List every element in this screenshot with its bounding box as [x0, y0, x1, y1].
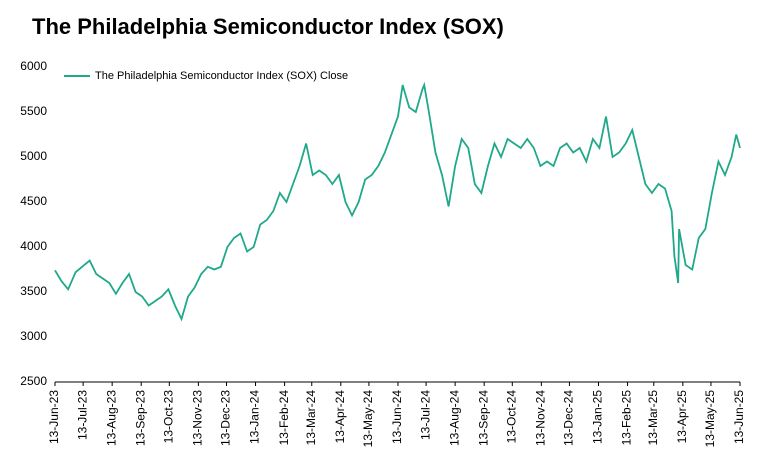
x-tick-label: 13-Jul-24 — [418, 390, 432, 440]
y-tick-label: 4000 — [20, 239, 47, 253]
x-tick-label: 13-Jun-24 — [390, 390, 404, 444]
y-tick-label: 4500 — [20, 194, 47, 208]
y-tick-label: 6000 — [20, 59, 47, 73]
chart-title: The Philadelphia Semiconductor Index (SO… — [32, 14, 504, 39]
x-tick-label: 13-Nov-23 — [191, 390, 205, 446]
x-tick-label: 13-Apr-24 — [333, 390, 347, 444]
x-tick-label: 13-Jun-25 — [732, 390, 746, 444]
y-tick-label: 5000 — [20, 149, 47, 163]
y-tick-label: 2500 — [20, 374, 47, 388]
x-tick-label: 13-Oct-24 — [504, 390, 518, 444]
x-tick-label: 13-May-24 — [361, 390, 375, 448]
x-tick-label: 13-Mar-24 — [304, 390, 318, 446]
line-series — [54, 81, 741, 322]
x-tick-label: 13-Jan-24 — [248, 390, 262, 444]
x-tick-label: 13-Nov-24 — [534, 390, 548, 446]
x-tick-label: 13-Mar-25 — [646, 390, 660, 446]
x-tick-label: 13-Feb-24 — [277, 390, 291, 446]
x-tick-label: 13-May-25 — [703, 390, 717, 448]
y-tick-label: 5500 — [20, 104, 47, 118]
y-tick-label: 3000 — [20, 329, 47, 343]
x-tick-label: 13-Sep-23 — [133, 390, 147, 446]
x-tick-label: 13-Sep-24 — [476, 390, 490, 446]
legend-label: The Philadelphia Semiconductor Index (SO… — [95, 70, 348, 82]
x-tick-label: 13-Jul-23 — [75, 390, 89, 440]
x-tick-label: 13-Oct-23 — [161, 390, 175, 444]
x-tick-label: 13-Aug-23 — [104, 390, 118, 446]
x-tick-label: 13-Feb-25 — [620, 390, 634, 446]
x-tick-label: 13-Jun-23 — [47, 390, 61, 444]
x-tick-label: 13-Jan-25 — [591, 390, 605, 444]
y-tick-label: 3500 — [20, 284, 47, 298]
x-tick-label: 13-Aug-24 — [447, 390, 461, 446]
x-tick-label: 13-Dec-24 — [562, 390, 576, 446]
x-tick-label: 13-Dec-23 — [219, 390, 233, 446]
x-tick-label: 13-Apr-25 — [675, 390, 689, 444]
